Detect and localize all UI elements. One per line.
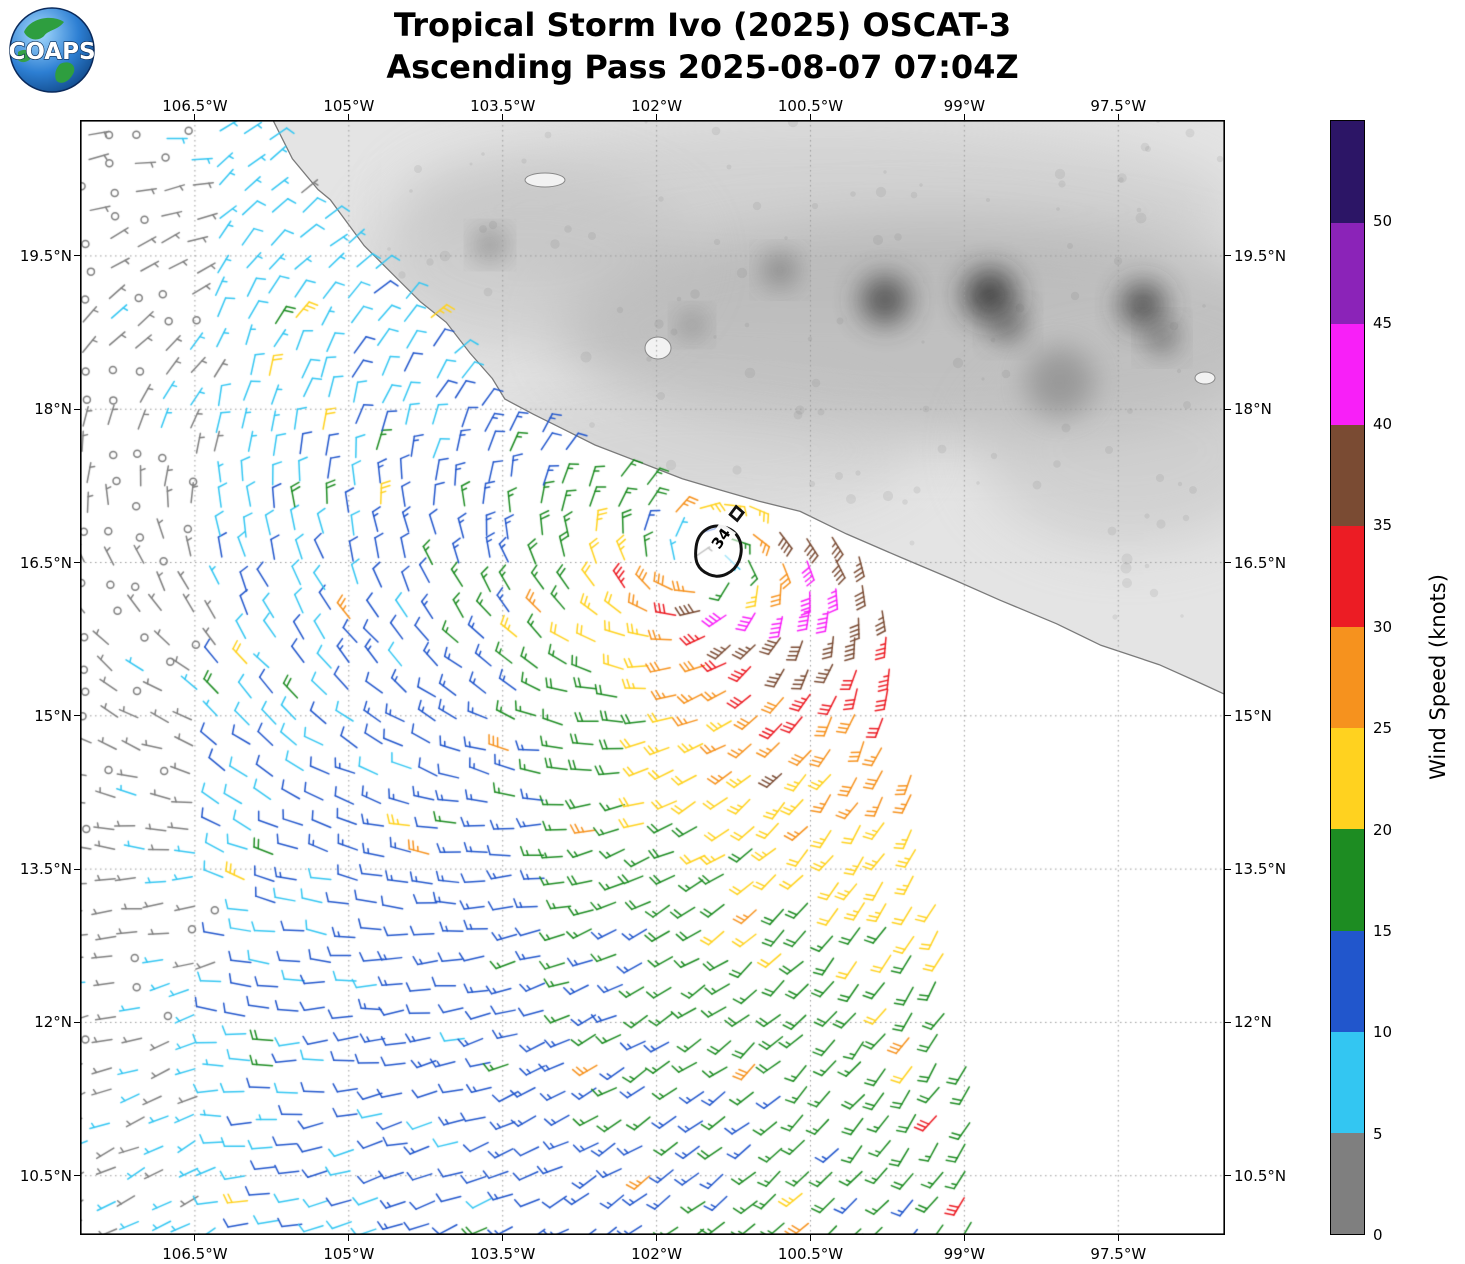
lat-tick-label-right: 19.5°N [1234,246,1287,265]
logo-continent-north [24,17,64,40]
coaps-logo: COAPS [8,7,96,93]
colorbar-bin-35-40 [1331,424,1364,527]
lon-tick-mark [502,1235,504,1241]
logo-continent-west [18,49,32,63]
colorbar-bin-20-25 [1331,727,1364,830]
lon-tick-label-top: 100.5°W [777,97,844,115]
lat-tick-label-right: 10.5°N [1234,1166,1287,1185]
colorbar-tick-label: 5 [1373,1124,1383,1143]
lat-tick-label-right: 13.5°N [1234,860,1287,879]
lat-tick-mark [1225,1021,1231,1023]
lon-tick-mark [194,1235,196,1241]
lon-tick-mark [194,114,196,120]
lat-tick-label-left: 15°N [34,706,72,725]
colorbar-tick-label: 25 [1373,719,1393,738]
lon-tick-label-bottom: 102°W [631,1245,683,1263]
lat-tick-mark [74,408,80,410]
lat-tick-mark [1225,715,1231,717]
lon-tick-label-bottom: 97.5°W [1090,1245,1147,1263]
lon-tick-mark [348,1235,350,1241]
lon-tick-label-top: 106.5°W [162,97,228,115]
lon-tick-mark [1117,1235,1119,1241]
colorbar [1330,120,1365,1235]
colorbar-tick-label: 30 [1373,617,1393,636]
figure-titles: Tropical Storm Ivo (2025) OSCAT-3 Ascend… [40,4,1365,88]
lon-tick-mark [348,114,350,120]
lat-tick-label-right: 16.5°N [1234,553,1287,572]
lat-tick-label-left: 18°N [34,400,72,419]
lon-tick-mark [1117,114,1119,120]
colorbar-bin-45-50 [1331,222,1364,324]
colorbar-bin-0-5 [1331,1132,1364,1234]
lat-tick-label-left: 10.5°N [19,1166,72,1185]
logo-continent-south [55,62,75,83]
lon-tick-label-top: 105°W [323,97,375,115]
lat-tick-label-right: 12°N [1234,1013,1272,1032]
lat-tick-mark [1225,1175,1231,1177]
lon-tick-mark [810,1235,811,1241]
lon-tick-label-top: 97.5°W [1090,97,1147,115]
lat-tick-label-right: 15°N [1234,706,1272,725]
colorbar-tick-label: 40 [1373,415,1393,434]
figure-subtitle: Ascending Pass 2025-08-07 07:04Z [386,48,1019,86]
plot-border [80,120,1225,1235]
lat-tick-mark [1225,868,1231,870]
colorbar-tick-label: 15 [1373,921,1393,940]
map-plot: 34 [80,120,1225,1235]
lon-tick-mark [656,1235,658,1241]
lon-tick-mark [656,114,658,120]
lon-tick-mark [810,114,811,120]
colorbar-bin-5-10 [1331,1031,1364,1133]
colorbar-bin-30-35 [1331,525,1364,628]
colorbar-tick-label: 50 [1373,212,1393,231]
lon-tick-mark [502,114,504,120]
colorbar-bin-10-15 [1331,930,1364,1032]
lat-tick-label-left: 12°N [34,1013,72,1032]
lon-tick-mark [963,1235,965,1241]
lat-tick-mark [74,1021,80,1023]
lat-tick-mark [1225,562,1231,564]
colorbar-axis-label: Wind Speed (knots) [1426,574,1450,780]
lat-tick-mark [74,562,80,564]
storm-center-marker [728,504,746,523]
lat-tick-label-left: 16.5°N [19,553,72,572]
storm-overlay-layer: 34 [80,120,1225,1235]
logo-text: COAPS [8,39,95,65]
colorbar-tick-label: 0 [1373,1226,1383,1244]
lat-tick-label-left: 19.5°N [19,246,72,265]
colorbar-bin-40-45 [1331,323,1364,425]
lat-tick-label-right: 18°N [1234,400,1272,419]
lon-tick-label-bottom: 105°W [323,1245,375,1263]
lon-tick-label-top: 102°W [631,97,683,115]
colorbar-tick-label: 20 [1373,820,1393,839]
lat-tick-mark [74,868,80,870]
lon-tick-label-top: 103.5°W [470,97,536,115]
lon-tick-label-top: 99°W [943,97,986,115]
colorbar-bin-15-20 [1331,828,1364,931]
colorbar-tick-label: 10 [1373,1023,1393,1042]
lat-tick-mark [74,1175,80,1177]
lon-tick-label-bottom: 99°W [943,1245,986,1263]
figure-title: Tropical Storm Ivo (2025) OSCAT-3 [393,6,1012,44]
lon-tick-label-bottom: 103.5°W [470,1245,536,1263]
wind-barb-layer [80,120,1225,1235]
colorbar-bin-50-55 [1331,121,1364,223]
colorbar-tick-label: 45 [1373,313,1393,332]
lon-tick-label-bottom: 106.5°W [162,1245,228,1263]
colorbar-tick-label: 35 [1373,516,1393,535]
lat-tick-mark [74,715,80,717]
lat-tick-label-left: 13.5°N [19,860,72,879]
lat-tick-mark [74,255,80,257]
lat-tick-mark [1225,255,1231,257]
lon-tick-label-bottom: 100.5°W [777,1245,844,1263]
lat-tick-mark [1225,408,1231,410]
lon-tick-mark [963,114,965,120]
colorbar-bin-25-30 [1331,626,1364,729]
